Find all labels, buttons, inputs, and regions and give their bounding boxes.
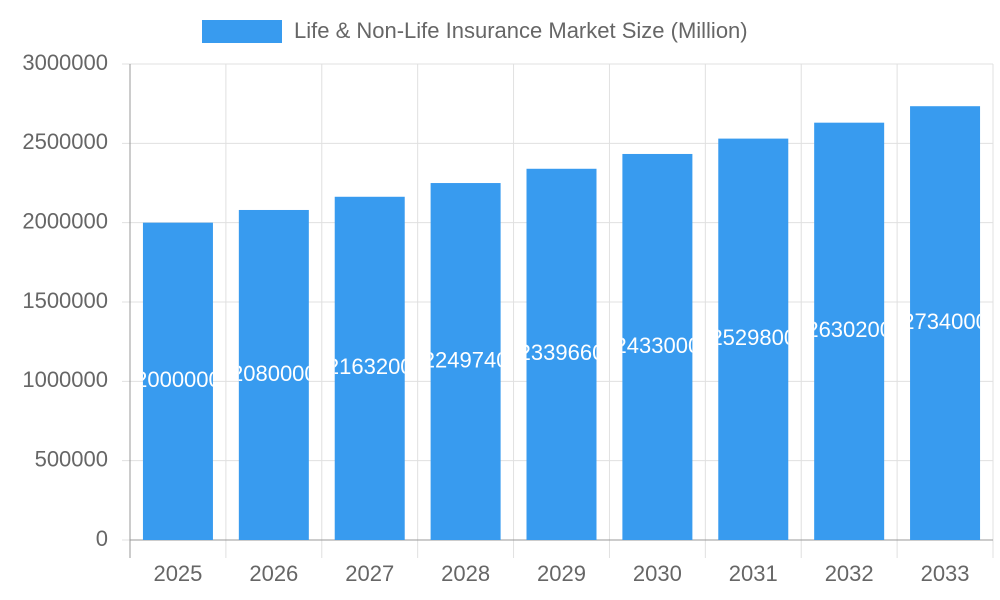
x-tick-label: 2025 bbox=[153, 561, 202, 586]
bar bbox=[718, 138, 789, 540]
x-tick-label: 2029 bbox=[537, 561, 586, 586]
data-label: 2339660 bbox=[519, 340, 605, 365]
data-label: 2000000 bbox=[135, 367, 221, 392]
bar bbox=[526, 168, 597, 541]
x-tick-label: 2030 bbox=[633, 561, 682, 586]
bar bbox=[910, 106, 981, 541]
x-tick-label: 2032 bbox=[825, 561, 874, 586]
data-label: 2433000 bbox=[615, 333, 701, 358]
bar bbox=[238, 209, 309, 540]
bar bbox=[622, 153, 693, 541]
bar bbox=[142, 222, 213, 540]
y-tick-label: 2000000 bbox=[22, 208, 108, 233]
data-label: 2529800 bbox=[710, 325, 796, 350]
data-label: 2163200 bbox=[327, 354, 413, 379]
y-tick-label: 1500000 bbox=[22, 288, 108, 313]
y-tick-label: 0 bbox=[96, 526, 108, 551]
legend-label: Life & Non-Life Insurance Market Size (M… bbox=[294, 18, 748, 43]
bar bbox=[430, 183, 501, 540]
bar bbox=[334, 196, 405, 540]
data-label: 2734000 bbox=[902, 309, 988, 334]
x-tick-label: 2031 bbox=[729, 561, 778, 586]
x-tick-label: 2027 bbox=[345, 561, 394, 586]
data-label: 2080000 bbox=[231, 361, 317, 386]
data-label: 2630200 bbox=[806, 317, 892, 342]
legend-swatch bbox=[202, 20, 282, 43]
x-tick-label: 2026 bbox=[249, 561, 298, 586]
y-tick-label: 2500000 bbox=[22, 129, 108, 154]
y-tick-label: 1000000 bbox=[22, 367, 108, 392]
bar bbox=[814, 122, 885, 541]
y-tick-label: 3000000 bbox=[22, 50, 108, 75]
x-tick-label: 2033 bbox=[921, 561, 970, 586]
y-tick-label: 500000 bbox=[35, 446, 108, 471]
data-label: 2249740 bbox=[423, 347, 509, 372]
x-tick-label: 2028 bbox=[441, 561, 490, 586]
